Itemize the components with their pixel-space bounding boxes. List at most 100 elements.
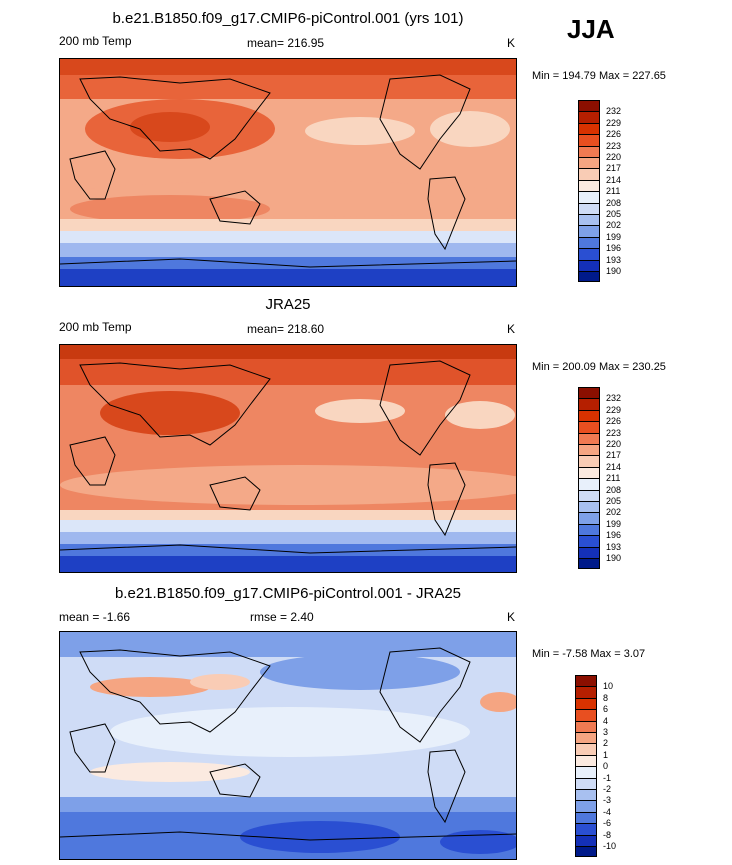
panel2-minmax: Min = 200.09 Max = 230.25 bbox=[532, 361, 666, 373]
panel1-minmax: Min = 194.79 Max = 227.65 bbox=[532, 70, 666, 82]
colorbar-swatch bbox=[575, 675, 597, 687]
colorbar-swatch bbox=[575, 846, 597, 858]
colorbar-tick-label: -3 bbox=[603, 795, 612, 806]
colorbar-tick-label: 6 bbox=[603, 704, 609, 715]
panel2-mean-label: mean= 218.60 bbox=[247, 322, 325, 336]
colorbar-tick-label: 193 bbox=[606, 254, 622, 265]
colorbar-tick-label: 220 bbox=[606, 439, 622, 449]
colorbar-tick-label: 202 bbox=[606, 507, 622, 518]
colorbar-swatch bbox=[578, 157, 600, 169]
panel1-units: K bbox=[507, 36, 516, 50]
colorbar-tick-label: 232 bbox=[606, 106, 622, 117]
colorbar-tick-label: 190 bbox=[606, 553, 622, 563]
colorbar-tick-label: 205 bbox=[606, 496, 622, 506]
colorbar-swatch bbox=[578, 523, 600, 536]
panel3-units: K bbox=[507, 610, 516, 624]
colorbar-swatch bbox=[578, 202, 600, 214]
colorbar-tick-label: -4 bbox=[603, 806, 612, 817]
colorbar-swatch bbox=[575, 800, 597, 812]
colorbar-swatch bbox=[578, 409, 600, 422]
colorbar-tick-label: 226 bbox=[606, 416, 622, 427]
panel3-mean-label: mean = -1.66 bbox=[59, 610, 131, 624]
colorbar-panel2: 232 229 226 223 220 217 214 211 208 205 202 199 196 1… bbox=[578, 387, 638, 570]
colorbar-swatch bbox=[578, 191, 600, 203]
colorbar-swatch bbox=[578, 100, 600, 112]
colorbar-tick-label: 208 bbox=[606, 484, 622, 495]
colorbar-swatch bbox=[575, 743, 597, 755]
colorbar-swatch bbox=[578, 512, 600, 524]
colorbar-swatch bbox=[578, 122, 600, 135]
colorbar-tick-label: 211 bbox=[606, 473, 621, 484]
colorbar-tick-label: 3 bbox=[603, 727, 609, 737]
colorbar-swatch bbox=[578, 478, 600, 490]
colorbar-tick-label: -10 bbox=[603, 841, 617, 851]
colorbar-swatch bbox=[578, 501, 600, 513]
colorbar-swatch bbox=[578, 134, 600, 146]
colorbar-panel3: 10 8 6 4 3 2 1 0 -1 -2 -3 -4 -6 -8 -10 bbox=[575, 675, 635, 858]
colorbar-tick-label: 220 bbox=[606, 152, 622, 162]
colorbar-tick-label: -1 bbox=[603, 772, 612, 783]
colorbar-swatch bbox=[575, 697, 597, 710]
colorbar-swatch bbox=[575, 709, 597, 721]
colorbar-swatch bbox=[575, 732, 597, 744]
colorbar-swatch bbox=[578, 259, 600, 271]
colorbar-swatch bbox=[578, 455, 600, 467]
colorbar-swatch bbox=[575, 789, 597, 801]
colorbar-tick-label: 0 bbox=[603, 761, 609, 772]
colorbar-tick-label: 190 bbox=[606, 266, 622, 276]
colorbar-tick-label: -6 bbox=[603, 818, 612, 829]
colorbar-tick-label: 2 bbox=[603, 738, 609, 749]
colorbar-tick-label: 211 bbox=[606, 186, 621, 197]
colorbar-tick-label: 217 bbox=[606, 163, 622, 174]
colorbar-tick-label: 202 bbox=[606, 220, 622, 231]
colorbar-tick-label: 199 bbox=[606, 231, 622, 242]
colorbar-tick-label: 205 bbox=[606, 209, 622, 219]
colorbar-swatch bbox=[578, 489, 600, 501]
colorbar-swatch bbox=[578, 535, 600, 547]
colorbar-swatch bbox=[575, 834, 597, 846]
panel3-rmse-label: rmse = 2.40 bbox=[250, 610, 314, 624]
panel2-title: JRA25 bbox=[265, 296, 311, 313]
panel1-map bbox=[59, 58, 517, 287]
panel1-title: b.e21.B1850.f09_g17.CMIP6-piControl.001 … bbox=[112, 10, 464, 27]
colorbar-swatch bbox=[575, 720, 597, 732]
colorbar-tick-label: 217 bbox=[606, 450, 622, 461]
colorbar-tick-label: 8 bbox=[603, 692, 609, 703]
colorbar-tick-label: 193 bbox=[606, 541, 622, 552]
panel3-map bbox=[59, 631, 517, 860]
colorbar-swatch bbox=[578, 248, 600, 260]
colorbar-swatch bbox=[578, 179, 600, 192]
colorbar-tick-label: 226 bbox=[606, 129, 622, 140]
colorbar-tick-label: -8 bbox=[603, 829, 612, 840]
colorbar-tick-label: -2 bbox=[603, 784, 612, 794]
colorbar-swatch bbox=[578, 145, 600, 157]
panel2-units: K bbox=[507, 322, 516, 336]
panel3-minmax: Min = -7.58 Max = 3.07 bbox=[532, 648, 646, 660]
colorbar-tick-label: 232 bbox=[606, 393, 622, 404]
colorbar-swatch bbox=[578, 387, 600, 399]
colorbar-swatch bbox=[578, 236, 600, 249]
colorbar-swatch bbox=[578, 225, 600, 237]
colorbar-tick-label: 223 bbox=[606, 427, 622, 438]
colorbar-swatch bbox=[578, 111, 600, 123]
colorbar-panel1: 232 229 226 223 220 217 214 211 208 205 202 199 196 1… bbox=[578, 100, 638, 283]
colorbar-tick-label: 10 bbox=[603, 681, 614, 692]
panel1-mean-label: mean= 216.95 bbox=[247, 36, 325, 50]
colorbar-swatch bbox=[575, 766, 597, 778]
colorbar-tick-label: 199 bbox=[606, 518, 622, 529]
colorbar-swatch bbox=[578, 168, 600, 180]
colorbar-tick-label: 1 bbox=[603, 749, 609, 760]
colorbar-tick-label: 223 bbox=[606, 140, 622, 151]
panel2-variable-label: 200 mb Temp bbox=[59, 320, 132, 334]
colorbar-swatch bbox=[575, 811, 597, 824]
colorbar-tick-label: 214 bbox=[606, 174, 622, 185]
colorbar-swatch bbox=[578, 466, 600, 479]
colorbar-swatch bbox=[578, 421, 600, 433]
colorbar-swatch bbox=[578, 398, 600, 410]
colorbar-swatch bbox=[578, 558, 600, 570]
colorbar-swatch bbox=[575, 754, 597, 767]
colorbar-tick-label: 229 bbox=[606, 117, 622, 128]
colorbar-tick-label: 196 bbox=[606, 530, 622, 541]
panel1-variable-label: 200 mb Temp bbox=[59, 34, 132, 48]
colorbar-tick-label: 229 bbox=[606, 404, 622, 415]
